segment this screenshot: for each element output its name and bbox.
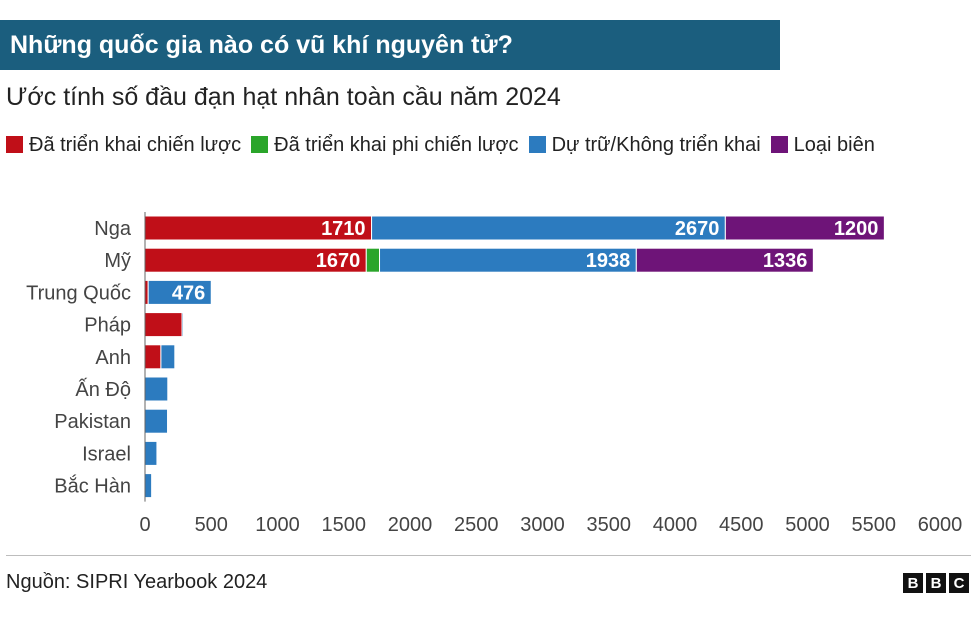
footer-divider bbox=[6, 555, 971, 556]
legend-swatch bbox=[251, 136, 269, 153]
bbc-logo: B B C bbox=[903, 573, 969, 593]
source-note: Nguồn: SIPRI Yearbook 2024 bbox=[6, 571, 268, 593]
x-tick-label: 5500 bbox=[852, 514, 897, 536]
logo-letter: B bbox=[926, 573, 946, 593]
category-label: Trung Quốc bbox=[26, 282, 131, 304]
bar-segment bbox=[144, 215, 373, 241]
x-tick-label: 6000 bbox=[918, 514, 963, 536]
bar-segment bbox=[371, 215, 726, 241]
bar-segment bbox=[144, 440, 158, 466]
x-tick-label: 0 bbox=[139, 514, 150, 536]
chart-subtitle: Ước tính số đầu đạn hạt nhân toàn cầu nă… bbox=[6, 83, 561, 111]
data-label: 1710 bbox=[321, 218, 366, 240]
bar-segment bbox=[635, 247, 814, 273]
legend-label: Loại biên bbox=[793, 134, 875, 156]
title-banner: Những quốc gia nào có vũ khí nguyên tử? bbox=[0, 20, 780, 70]
legend-item: Loại biên bbox=[770, 131, 875, 159]
legend-swatch bbox=[6, 136, 23, 153]
category-label: Anh bbox=[95, 347, 131, 369]
legend-label: Đã triển khai chiến lược bbox=[29, 134, 242, 156]
category-label: Bắc Hàn bbox=[54, 475, 131, 498]
x-tick-label: 1500 bbox=[322, 514, 367, 536]
x-tick-label: 1000 bbox=[255, 514, 300, 536]
data-label: 1670 bbox=[316, 250, 361, 272]
x-tick-label: 5000 bbox=[785, 514, 830, 536]
x-tick-label: 2000 bbox=[388, 514, 433, 536]
category-label: Pakistan bbox=[54, 411, 131, 433]
legend-label: Dự trữ/Không triển khai bbox=[551, 134, 761, 156]
legend-swatch bbox=[770, 136, 788, 153]
bar-segment bbox=[144, 473, 153, 499]
x-tick-label: 3000 bbox=[520, 514, 565, 536]
data-label: 1938 bbox=[586, 250, 631, 272]
x-tick-label: 3500 bbox=[587, 514, 632, 536]
legend-item: Dự trữ/Không triển khai bbox=[528, 131, 761, 159]
bar-segment bbox=[144, 312, 183, 338]
bar-segment bbox=[724, 215, 885, 241]
chart-legend: Đã triển khai chiến lược Đã triển khai ph… bbox=[6, 131, 906, 159]
bar-chart: Nga 1710 2670 1200 Mỹ 1670 1938 1336 Trung Quốc 4… bbox=[26, 212, 963, 536]
x-tick-label: 2500 bbox=[454, 514, 499, 536]
bar-segment bbox=[365, 247, 381, 273]
category-label: Israel bbox=[82, 443, 131, 465]
bar-segment bbox=[144, 408, 169, 434]
chart-title: Những quốc gia nào có vũ khí nguyên tử? bbox=[10, 31, 513, 59]
legend-swatch bbox=[528, 136, 546, 153]
data-label: 2670 bbox=[675, 218, 720, 240]
category-label: Mỹ bbox=[104, 250, 131, 272]
x-tick-label: 4500 bbox=[719, 514, 764, 536]
logo-letter: B bbox=[903, 573, 923, 593]
data-label: 1200 bbox=[834, 218, 879, 240]
logo-letter: C bbox=[949, 573, 969, 593]
category-label: Ấn Độ bbox=[75, 378, 131, 401]
category-label: Pháp bbox=[84, 315, 131, 337]
data-label: 1336 bbox=[763, 250, 808, 272]
legend-label: Đã triển khai phi chiến lược bbox=[274, 134, 519, 156]
bar-segment bbox=[147, 279, 212, 305]
x-tick-label: 4000 bbox=[653, 514, 698, 536]
data-label: 476 bbox=[172, 282, 205, 304]
bar-segment bbox=[144, 376, 169, 402]
bar-segment bbox=[144, 247, 367, 273]
bar-segment bbox=[144, 344, 162, 370]
x-tick-label: 500 bbox=[195, 514, 228, 536]
legend-item: Đã triển khai chiến lược bbox=[6, 131, 241, 159]
category-label: Nga bbox=[94, 218, 132, 240]
bar-segment bbox=[181, 312, 184, 338]
legend-item: Đã triển khai phi chiến lược bbox=[251, 131, 519, 159]
bar-segment bbox=[160, 344, 176, 370]
